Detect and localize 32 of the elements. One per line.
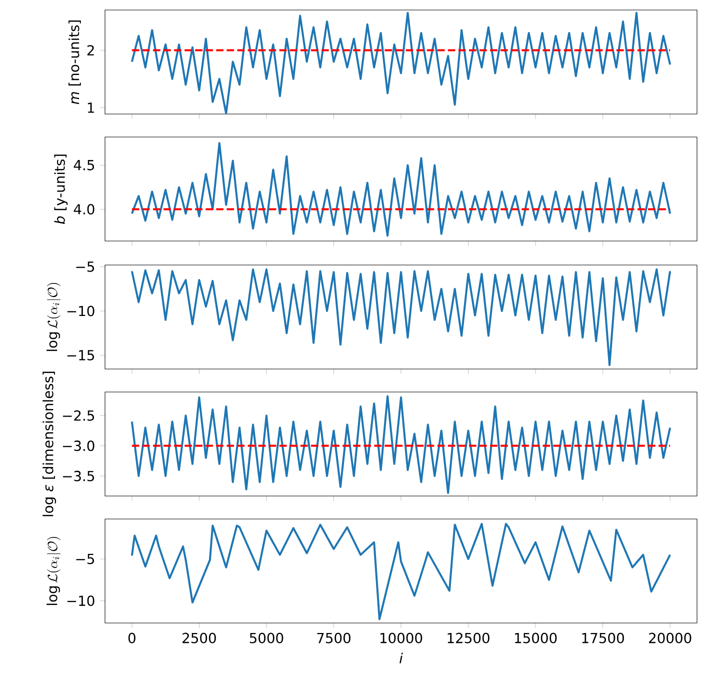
y-axis-title: b [y-units] xyxy=(54,154,68,224)
x-tick-label: 12500 xyxy=(448,632,490,644)
y-tick-label: −3.5 xyxy=(63,470,94,482)
y-tick-label: 4.5 xyxy=(74,160,94,170)
x-tick-label: 10000 xyxy=(380,632,422,644)
x-tick-label: 17500 xyxy=(582,632,624,644)
x-tick-label: 0 xyxy=(128,632,136,644)
line-series xyxy=(130,12,672,114)
y-tick-label: 1 xyxy=(88,102,94,113)
line-series xyxy=(130,395,672,494)
x-axis-title: i xyxy=(400,652,403,664)
y-tick-label: −15 xyxy=(67,350,94,360)
line-series xyxy=(130,268,672,366)
y-tick-label: −10 xyxy=(67,596,94,606)
y-axis-title: $\log\mathcal{L}(\alpha_i|\mathcal{O})$ xyxy=(46,537,60,605)
y-tick-label: −5 xyxy=(76,554,94,564)
x-tick-label: 15000 xyxy=(515,632,557,644)
y-tick-label: −5 xyxy=(76,262,94,272)
line-series xyxy=(130,142,672,237)
y-tick-label: 2 xyxy=(87,45,94,56)
x-tick-label: 7500 xyxy=(317,632,350,644)
x-tick-label: 5000 xyxy=(250,632,284,644)
x-tick-label: 20000 xyxy=(649,632,692,644)
y-tick-label: −10 xyxy=(67,306,94,316)
y-axis-title: log ε [dimensionless] xyxy=(42,372,56,516)
y-tick-label: 4.0 xyxy=(74,204,94,214)
line-series xyxy=(130,522,672,620)
y-tick-label: −3.0 xyxy=(63,440,94,452)
x-tick-label: 2500 xyxy=(182,632,216,644)
y-tick-label: −2.5 xyxy=(63,410,94,421)
y-axis-title: m [no-units] xyxy=(68,20,81,104)
y-axis-title: $\log\mathcal{L}(\alpha_i|\mathcal{O})$ xyxy=(46,283,60,351)
